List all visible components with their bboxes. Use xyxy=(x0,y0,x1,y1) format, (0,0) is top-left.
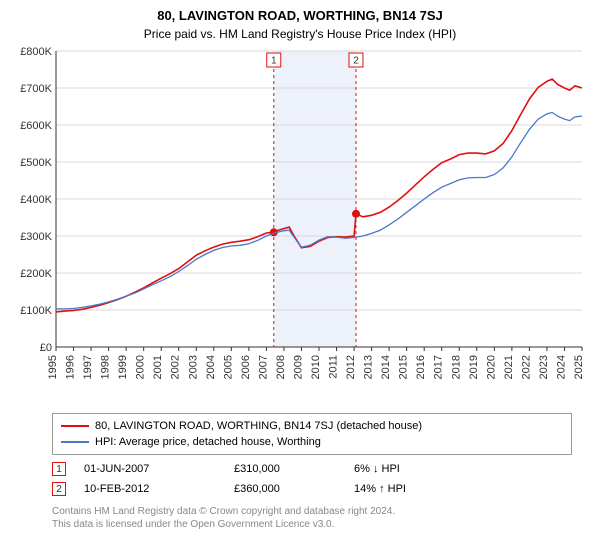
transaction-marker: 2 xyxy=(52,482,66,496)
legend: 80, LAVINGTON ROAD, WORTHING, BN14 7SJ (… xyxy=(52,413,572,455)
y-tick-label: £100K xyxy=(20,305,52,317)
x-tick-label: 2019 xyxy=(468,355,480,379)
chart-plot-area: £0 £100K £200K £300K £400K £500K £600K £700K £80… xyxy=(12,47,588,407)
x-tick-label: 2021 xyxy=(503,355,515,379)
x-tick-label: 2023 xyxy=(538,355,550,379)
legend-swatch xyxy=(61,425,89,427)
transaction-price: £360,000 xyxy=(234,483,354,495)
x-tick-label: 2014 xyxy=(380,355,392,379)
x-tick-label: 2022 xyxy=(520,355,532,379)
transaction-marker: 1 xyxy=(52,462,66,476)
x-tick-label: 1998 xyxy=(100,355,112,379)
transaction-delta: 6% ↓ HPI xyxy=(354,463,454,475)
x-tick-label: 2005 xyxy=(222,355,234,379)
x-tick-label: 2011 xyxy=(328,355,340,379)
chart-title: 80, LAVINGTON ROAD, WORTHING, BN14 7SJ xyxy=(12,8,588,23)
transaction-row: 2 10-FEB-2012£360,00014% ↑ HPI xyxy=(52,479,572,499)
x-tick-label: 2004 xyxy=(205,355,217,379)
x-tick-label: 2006 xyxy=(240,355,252,379)
y-tick-label: £700K xyxy=(20,83,52,95)
legend-label: HPI: Average price, detached house, Wort… xyxy=(95,434,321,450)
y-tick-label: £200K xyxy=(20,268,52,280)
legend-label: 80, LAVINGTON ROAD, WORTHING, BN14 7SJ (… xyxy=(95,418,422,434)
x-tick-label: 2013 xyxy=(363,355,375,379)
x-tick-label: 2003 xyxy=(187,355,199,379)
x-tick-label: 1997 xyxy=(82,355,94,379)
x-tick-label: 2015 xyxy=(398,355,410,379)
x-tick-label: 1996 xyxy=(65,355,77,379)
x-tick-label: 2000 xyxy=(135,355,147,379)
marker-number: 2 xyxy=(353,56,359,67)
x-tick-label: 2024 xyxy=(555,355,567,379)
chart-subtitle: Price paid vs. HM Land Registry's House … xyxy=(12,27,588,41)
x-tick-label: 2007 xyxy=(257,355,269,379)
x-tick-label: 2009 xyxy=(292,355,304,379)
footer-line-1: Contains HM Land Registry data © Crown c… xyxy=(52,505,588,518)
footer-attribution: Contains HM Land Registry data © Crown c… xyxy=(52,505,588,531)
x-tick-label: 2017 xyxy=(433,355,445,379)
chart-container: 80, LAVINGTON ROAD, WORTHING, BN14 7SJ P… xyxy=(0,0,600,560)
marker-number: 1 xyxy=(271,56,277,67)
line-chart-svg: £0 £100K £200K £300K £400K £500K £600K £700K £80… xyxy=(12,47,588,407)
x-tick-label: 2008 xyxy=(275,355,287,379)
x-tick-label: 1995 xyxy=(47,355,59,379)
transaction-price: £310,000 xyxy=(234,463,354,475)
x-tick-label: 2016 xyxy=(415,355,427,379)
x-tick-label: 2020 xyxy=(485,355,497,379)
x-tick-label: 2018 xyxy=(450,355,462,379)
transaction-delta: 14% ↑ HPI xyxy=(354,483,454,495)
footer-line-2: This data is licensed under the Open Gov… xyxy=(52,518,588,531)
y-tick-label: £0 xyxy=(40,342,52,354)
transaction-date: 10-FEB-2012 xyxy=(84,483,234,495)
y-tick-label: £400K xyxy=(20,194,52,206)
y-tick-label: £800K xyxy=(20,47,52,58)
x-tick-label: 2002 xyxy=(170,355,182,379)
transaction-table: 1 01-JUN-2007£310,0006% ↓ HPI 2 10-FEB-2012… xyxy=(52,459,572,499)
x-tick-label: 2025 xyxy=(573,355,585,379)
y-tick-label: £600K xyxy=(20,120,52,132)
legend-row: 80, LAVINGTON ROAD, WORTHING, BN14 7SJ (… xyxy=(61,418,563,434)
legend-row: HPI: Average price, detached house, Wort… xyxy=(61,434,563,450)
x-tick-label: 2012 xyxy=(345,355,357,379)
x-tick-label: 1999 xyxy=(117,355,129,379)
y-tick-label: £500K xyxy=(20,157,52,169)
y-tick-label: £300K xyxy=(20,231,52,243)
x-tick-label: 2010 xyxy=(310,355,322,379)
legend-swatch xyxy=(61,441,89,443)
x-tick-label: 2001 xyxy=(152,355,164,379)
transaction-row: 1 01-JUN-2007£310,0006% ↓ HPI xyxy=(52,459,572,479)
transaction-date: 01-JUN-2007 xyxy=(84,463,234,475)
